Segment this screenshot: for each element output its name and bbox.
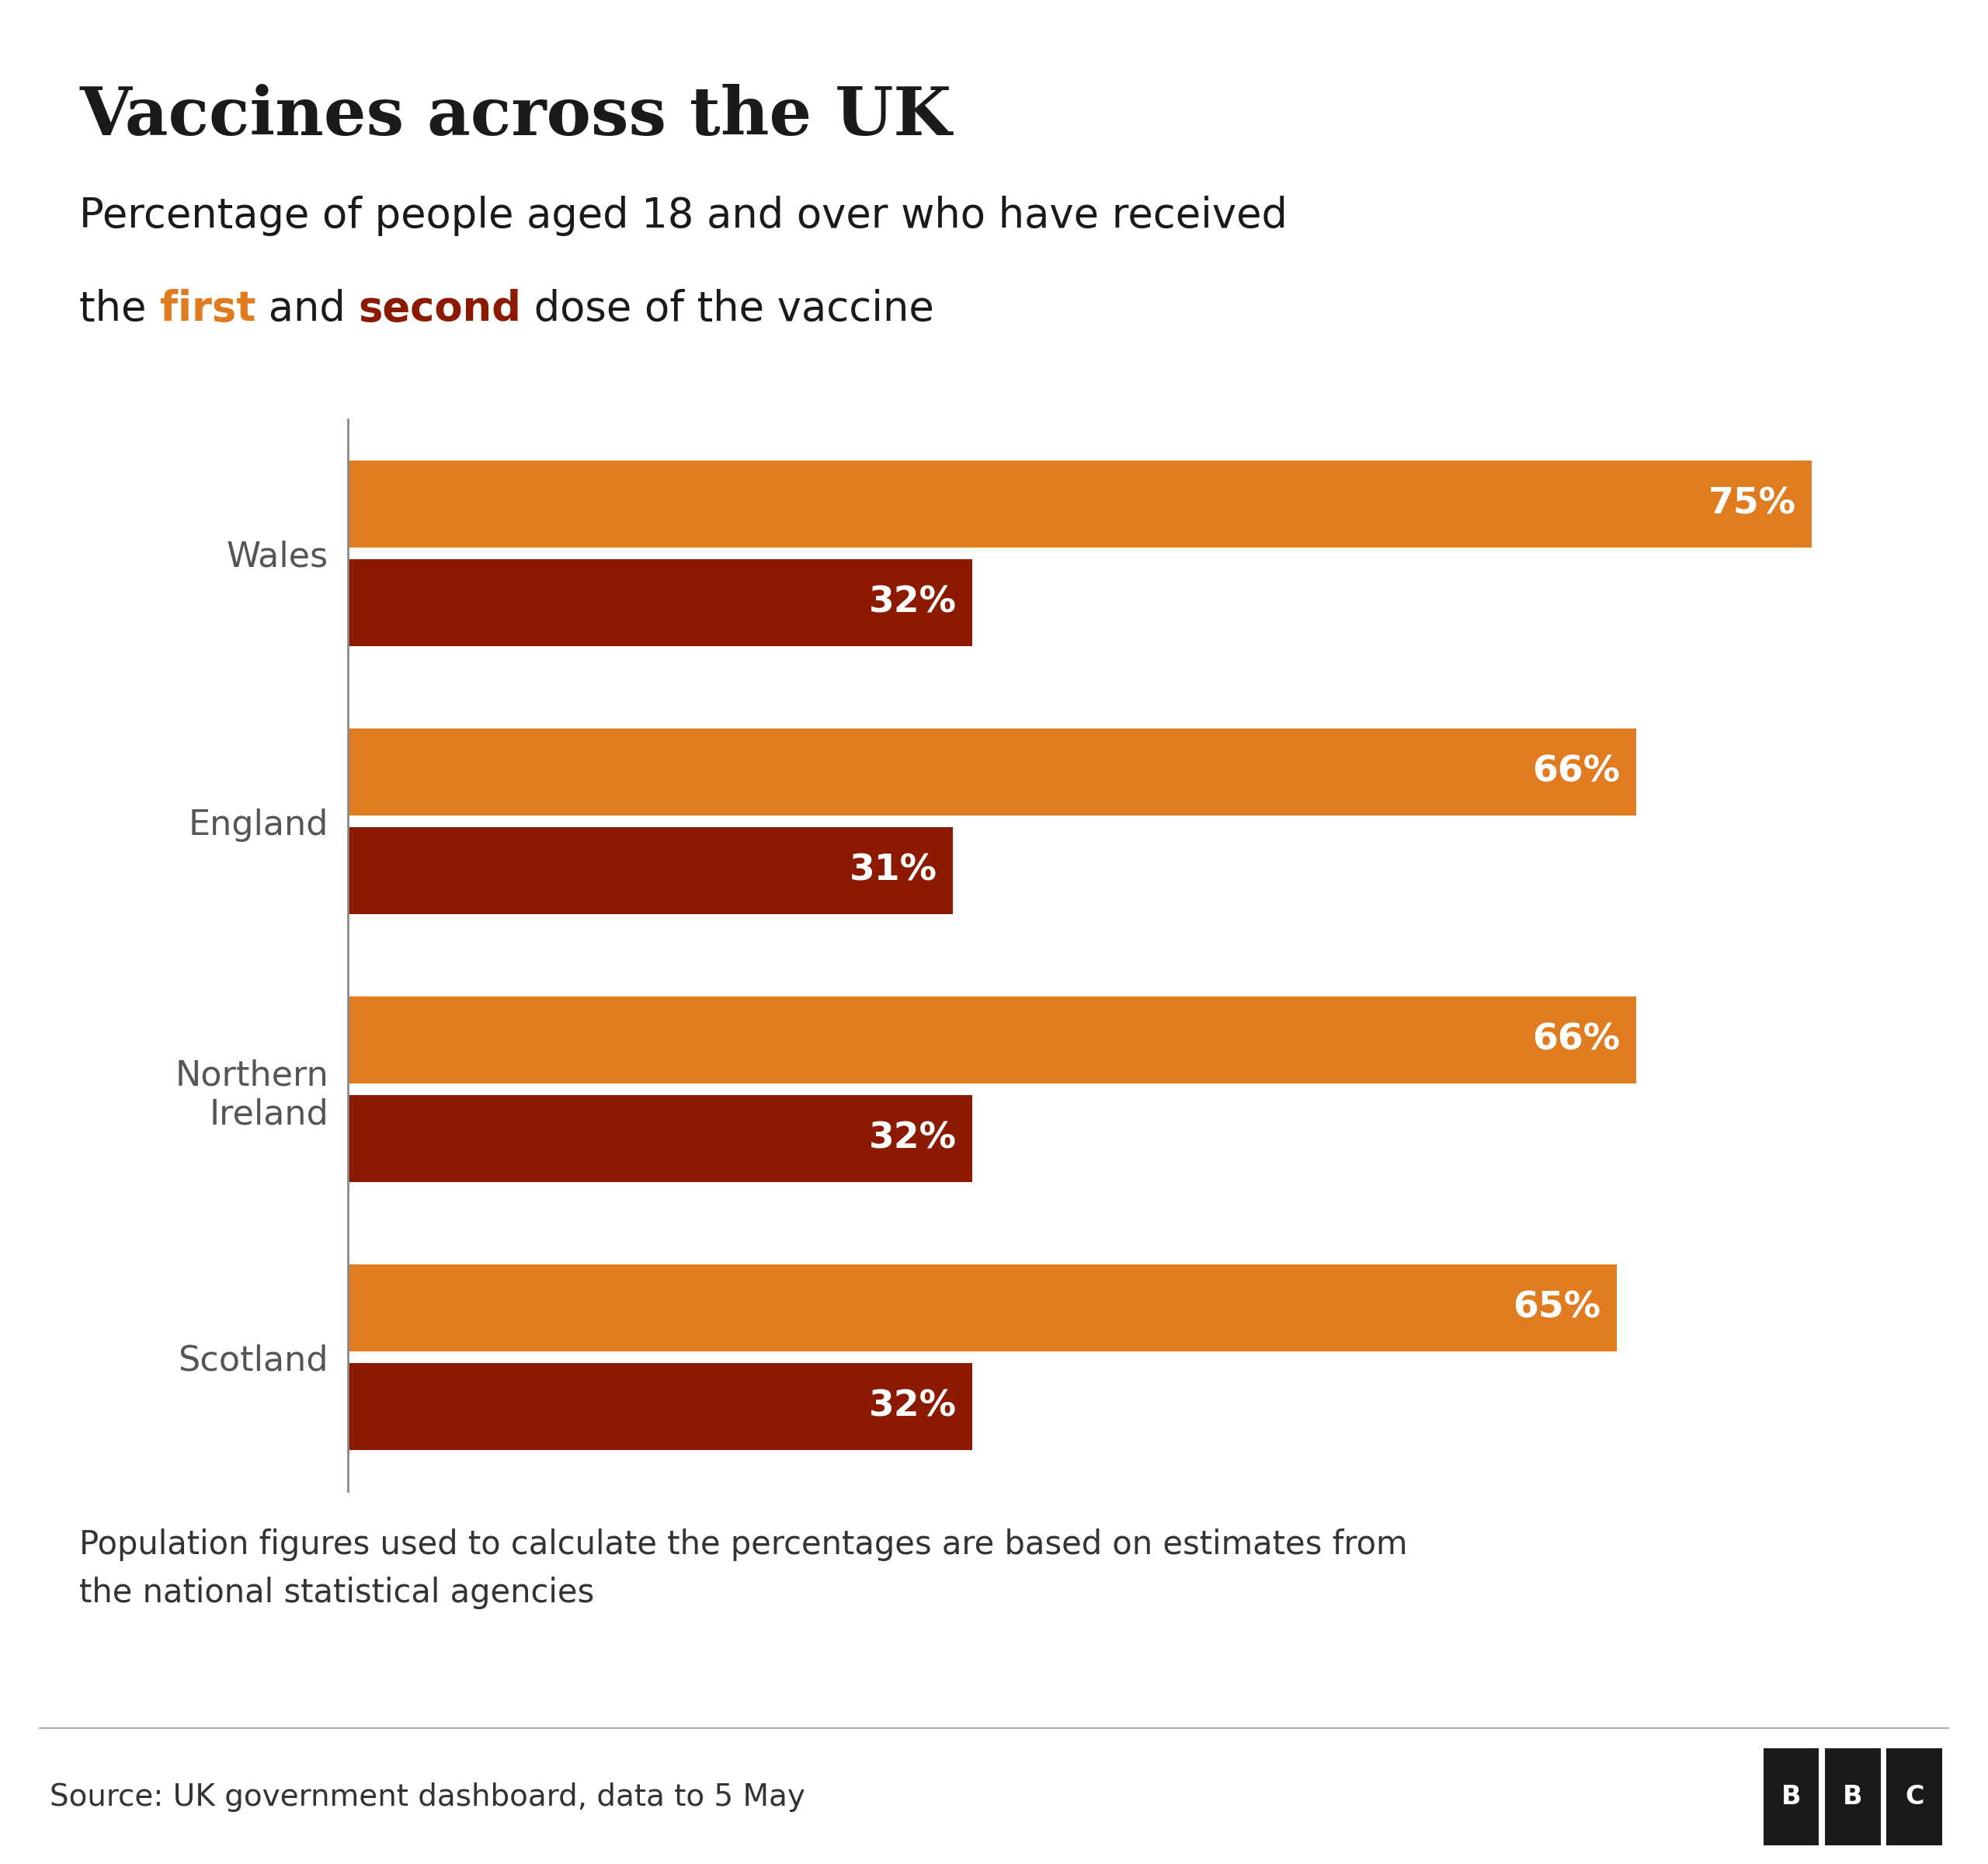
Text: 75%: 75% (1708, 487, 1795, 522)
Text: B: B (1781, 1784, 1801, 1810)
Bar (348, 828, 952, 913)
Bar (348, 1094, 972, 1182)
Bar (348, 559, 972, 647)
Text: C: C (1905, 1784, 1924, 1810)
Bar (348, 729, 1636, 816)
Bar (348, 1264, 1616, 1351)
Text: 32%: 32% (869, 1389, 956, 1424)
Text: Source: UK government dashboard, data to 5 May: Source: UK government dashboard, data to… (50, 1782, 805, 1812)
Text: Vaccines across the UK: Vaccines across the UK (80, 84, 952, 149)
Bar (348, 997, 1636, 1083)
Text: and: and (256, 289, 358, 330)
Text: second: second (358, 289, 521, 330)
Text: 65%: 65% (1513, 1290, 1600, 1325)
Text: Population figures used to calculate the percentages are based on estimates from: Population figures used to calculate the… (80, 1528, 1408, 1609)
Text: 31%: 31% (849, 854, 936, 887)
Text: 32%: 32% (869, 585, 956, 621)
Text: 66%: 66% (1533, 755, 1620, 790)
Text: 66%: 66% (1533, 1023, 1620, 1057)
Bar (348, 460, 1811, 548)
Text: B: B (1843, 1784, 1863, 1810)
Text: first: first (159, 289, 256, 330)
Text: 32%: 32% (869, 1120, 956, 1156)
Text: the: the (80, 289, 159, 330)
Bar (348, 1363, 972, 1450)
Text: dose of the vaccine: dose of the vaccine (521, 289, 934, 330)
Text: Percentage of people aged 18 and over who have received: Percentage of people aged 18 and over wh… (80, 196, 1288, 237)
